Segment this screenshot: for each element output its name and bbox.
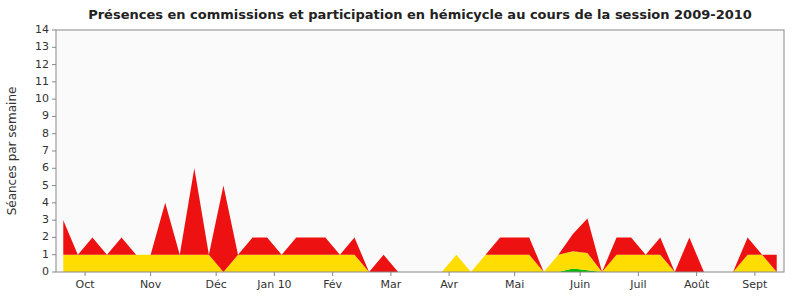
y-tick-label: 10 — [35, 92, 49, 105]
y-tick — [52, 99, 56, 100]
y-tick-label: 11 — [35, 75, 49, 88]
x-tick-label: Sept — [742, 278, 768, 291]
y-tick-label: 7 — [42, 144, 49, 157]
y-tick-label: 0 — [42, 265, 49, 278]
x-tick — [514, 272, 515, 276]
y-tick-label: 9 — [42, 109, 49, 122]
x-tick-label: Jan 10 — [256, 278, 291, 291]
x-tick-label: Déc — [206, 278, 227, 291]
title: Présences en commissions et participatio… — [88, 7, 752, 22]
x-tick-label: Août — [684, 278, 710, 291]
y-axis-title: Séances par semaine — [5, 87, 19, 216]
x-tick — [449, 272, 450, 276]
y-tick-label: 6 — [42, 161, 49, 174]
y-tick — [52, 168, 56, 169]
x-tick — [85, 272, 86, 276]
areas — [63, 168, 776, 272]
y-tick-label: 3 — [42, 213, 49, 226]
x-tick-label: Nov — [140, 278, 162, 291]
chart: 01234567891011121314OctNovDécJan 10FévMa… — [0, 0, 800, 300]
y-tick — [52, 47, 56, 48]
plot-background — [56, 30, 784, 272]
x-axis: Oct Nov Déc Jan 10 Fév Mar Avr Mai Juin Juil Août S… — [76, 272, 768, 291]
y-tick — [52, 64, 56, 65]
x-tick — [754, 272, 755, 276]
y-tick — [52, 151, 56, 152]
y-tick-label: 1 — [42, 248, 49, 261]
x-tick-label: Avr — [440, 278, 458, 291]
x-tick-label: Juin — [569, 278, 590, 291]
x-tick-label: Juil — [629, 278, 646, 291]
y-tick-label: 5 — [42, 179, 49, 192]
x-tick-label: Oct — [76, 278, 96, 291]
y-tick — [52, 133, 56, 134]
y-tick-label: 14 — [35, 23, 49, 36]
y-tick-label: 13 — [35, 40, 49, 53]
x-tick — [216, 272, 217, 276]
x-tick — [696, 272, 697, 276]
y-tick-label: 4 — [42, 196, 49, 209]
plot-frame — [56, 30, 784, 272]
y-tick — [52, 220, 56, 221]
x-tick — [638, 272, 639, 276]
x-tick — [150, 272, 151, 276]
y-tick — [52, 254, 56, 255]
y-tick — [52, 202, 56, 203]
area — [63, 168, 776, 272]
x-tick — [332, 272, 333, 276]
y-tick — [52, 116, 56, 117]
y-tick-label: 8 — [42, 127, 49, 140]
y-axis: 01234567891011121314 — [35, 23, 56, 278]
y-tick — [52, 81, 56, 82]
y-tick — [52, 272, 56, 273]
y-tick — [52, 237, 56, 238]
x-tick — [274, 272, 275, 276]
x-tick — [390, 272, 391, 276]
y-tick — [52, 185, 56, 186]
y-tick-label: 12 — [35, 58, 49, 71]
y-tick — [52, 30, 56, 31]
y-tick-label: 2 — [42, 230, 49, 243]
x-tick-label: Mar — [380, 278, 401, 291]
x-tick — [580, 272, 581, 276]
x-tick-label: Mai — [505, 278, 524, 291]
x-tick-label: Fév — [323, 278, 342, 291]
